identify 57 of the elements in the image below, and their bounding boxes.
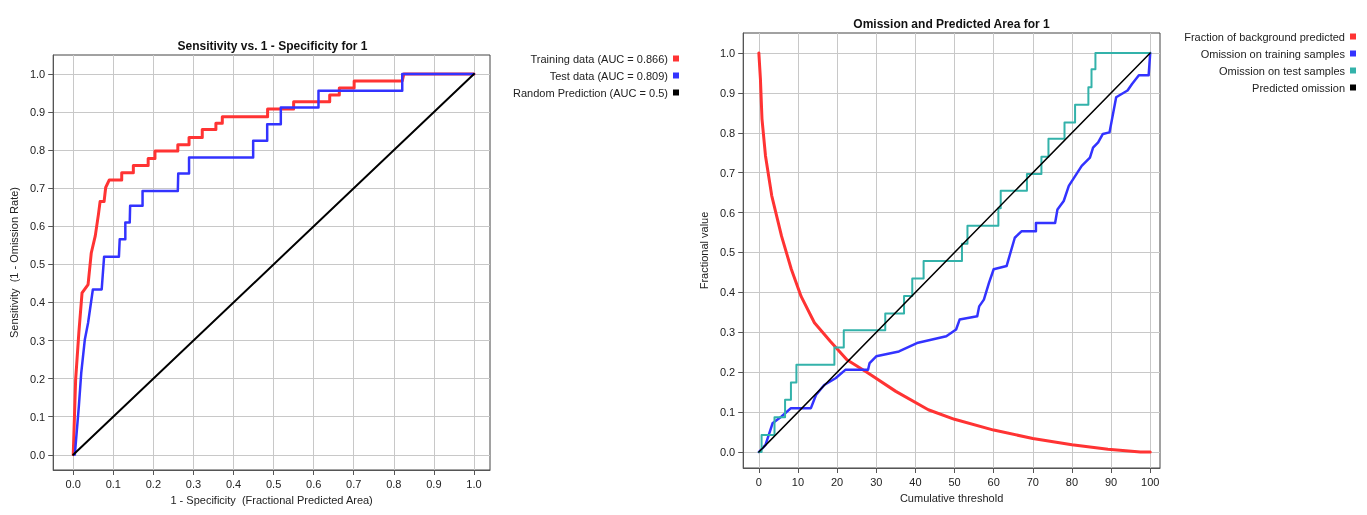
- x-axis-title: Cumulative threshold: [899, 491, 1004, 504]
- y-tick-label: 0.2: [719, 366, 736, 379]
- y-tick-label: 1.0: [719, 46, 736, 59]
- x-tick-label: 0.3: [185, 477, 202, 490]
- chart-title: Sensitivity vs. 1 - Specificity for 1: [177, 39, 368, 53]
- x-tick-label: 40: [909, 475, 922, 488]
- x-tick-label: 0.9: [426, 477, 442, 490]
- y-tick-label: 0.7: [719, 166, 736, 179]
- y-tick-label: 0.0: [29, 448, 46, 461]
- y-tick-label: 0.5: [29, 258, 46, 271]
- x-tick-label: 1.0: [466, 477, 482, 490]
- legend-label: Test data (AUC = 0.809): [549, 69, 668, 82]
- x-tick-label: 0.8: [386, 477, 402, 490]
- y-tick-label: 0.4: [719, 286, 736, 299]
- legend-label: Training data (AUC = 0.866): [530, 52, 668, 65]
- x-tick-label: 0.0: [65, 477, 81, 490]
- x-axis-title: 1 - Specificity (Fractional Predicted Area): [170, 493, 373, 506]
- legend-label: Omission on training samples: [1200, 47, 1346, 60]
- y-tick-label: 0.3: [719, 326, 736, 339]
- y-axis-title: Fractional value: [697, 211, 710, 290]
- y-tick-label: 0.0: [719, 446, 736, 459]
- x-tick-label: 90: [1104, 475, 1118, 488]
- y-tick-label: 0.8: [719, 126, 736, 139]
- y-tick-label: 0.8: [29, 144, 46, 157]
- chart-title: Omission and Predicted Area for 1: [853, 17, 1050, 31]
- legend-label: Predicted omission: [1252, 81, 1345, 94]
- x-tick-label: 10: [791, 475, 805, 488]
- y-tick-label: 0.3: [29, 334, 46, 347]
- y-tick-label: 0.2: [29, 372, 46, 385]
- x-tick-label: 50: [948, 475, 961, 488]
- y-tick-label: 1.0: [29, 68, 46, 81]
- x-tick-label: 80: [1065, 475, 1079, 488]
- y-tick-label: 0.9: [719, 86, 736, 99]
- x-tick-label: 20: [831, 475, 844, 488]
- x-tick-label: 0.2: [145, 477, 162, 490]
- legend-label: Random Prediction (AUC = 0.5): [513, 86, 668, 99]
- y-tick-label: 0.9: [29, 106, 46, 119]
- y-tick-label: 0.7: [29, 182, 46, 195]
- y-tick-label: 0.1: [29, 410, 46, 423]
- x-tick-label: 0.7: [346, 477, 362, 490]
- y-tick-label: 0.6: [29, 220, 46, 233]
- x-tick-label: 60: [987, 475, 1000, 488]
- y-axis-title: Sensitivity (1 - Omission Rate): [7, 187, 20, 338]
- y-tick-label: 0.1: [719, 406, 736, 419]
- x-tick-label: 0.1: [105, 477, 121, 490]
- x-tick-label: 0.6: [306, 477, 322, 490]
- y-tick-label: 0.4: [29, 296, 46, 309]
- legend-label: Fraction of background predicted: [1184, 30, 1345, 43]
- y-tick-label: 0.6: [719, 206, 736, 219]
- x-tick-label: 30: [870, 475, 883, 488]
- x-tick-label: 100: [1141, 475, 1160, 488]
- x-tick-label: 70: [1026, 475, 1039, 488]
- legend-label: Omission on test samples: [1219, 64, 1346, 77]
- x-tick-label: 0: [755, 475, 762, 488]
- x-tick-label: 0.5: [265, 477, 282, 490]
- x-tick-label: 0.4: [225, 477, 242, 490]
- y-tick-label: 0.5: [719, 246, 736, 259]
